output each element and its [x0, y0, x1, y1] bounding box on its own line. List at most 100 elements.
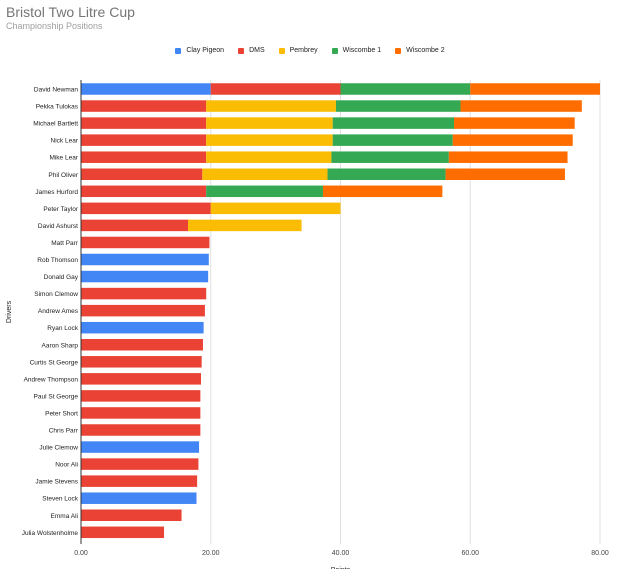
bar-clay-pigeon: [81, 83, 211, 95]
x-tick-label: 80.00: [591, 550, 609, 557]
bar-wiscombe-2: [460, 100, 582, 112]
y-tick-label: Julie Clemow: [39, 445, 78, 452]
legend-swatch: [175, 47, 182, 54]
legend-label: Wiscombe 2: [406, 47, 445, 54]
legend-swatch: [331, 47, 338, 54]
bar-wiscombe-1: [332, 134, 453, 146]
y-tick-label: Chris Parr: [49, 428, 79, 435]
bar-dms: [81, 151, 207, 163]
bar-clay-pigeon: [81, 270, 209, 283]
legend-label: DMS: [249, 47, 265, 54]
bar-pembrey: [210, 202, 341, 215]
bar-wiscombe-1: [332, 117, 455, 129]
bar-dms: [81, 373, 202, 385]
y-tick-label: Michael Bartlett: [33, 121, 78, 128]
chart-subtitle: Championship Positions: [6, 21, 103, 31]
bar-dms: [81, 390, 201, 402]
y-axis-title: Drivers: [6, 300, 13, 323]
y-tick-label: David Newman: [34, 87, 78, 94]
bar-wiscombe-2: [452, 134, 573, 146]
y-tick-label: Andrew Thompson: [24, 376, 79, 383]
y-tick-label: Paul St George: [34, 393, 79, 400]
legend-label: Wiscombe 1: [342, 47, 382, 54]
bar-dms: [81, 202, 211, 215]
bar-pembrey: [206, 134, 333, 146]
y-tick-label: Andrew Ames: [38, 308, 79, 315]
bar-clay-pigeon: [81, 492, 197, 504]
bar-dms: [81, 407, 201, 419]
bar-wiscombe-1: [206, 185, 323, 198]
bar-clay-pigeon: [81, 321, 204, 334]
legend-item-wiscombe-1[interactable]: Wiscombe 1: [331, 47, 382, 54]
bar-wiscombe-2: [470, 83, 600, 95]
y-tick-label: Emma Ali: [51, 513, 78, 520]
y-tick-label: Curtis St George: [30, 359, 79, 366]
bar-dms: [81, 219, 189, 232]
bar-clay-pigeon: [81, 253, 209, 266]
y-tick-label: Donald Gay: [44, 274, 79, 281]
x-axis-title: Points: [331, 567, 351, 569]
y-tick-label: Matt Parr: [51, 240, 79, 247]
bar-wiscombe-1: [331, 151, 449, 163]
legend-label: Clay Pigeon: [186, 47, 225, 54]
y-tick-label: Ryan Lock: [47, 325, 78, 332]
bar-wiscombe-1: [335, 100, 461, 112]
bar-clay-pigeon: [81, 441, 200, 453]
bar-pembrey: [206, 100, 336, 112]
bar-pembrey: [188, 219, 302, 232]
bar-dms: [81, 117, 207, 129]
bar-pembrey: [202, 168, 328, 180]
bar-dms: [81, 339, 203, 351]
y-tick-label: Steven Lock: [42, 496, 79, 503]
bar-wiscombe-2: [448, 151, 568, 163]
bar-wiscombe-2: [322, 185, 443, 198]
x-tick-label: 40.00: [332, 550, 350, 557]
bar-dms: [81, 509, 182, 521]
y-tick-label: Peter Short: [45, 410, 78, 417]
bar-wiscombe-2: [445, 168, 565, 180]
y-tick-label: Pekka Tulokas: [36, 104, 79, 111]
legend-label: Pembrey: [289, 47, 318, 54]
legend-swatch: [278, 47, 285, 54]
legend-item-dms[interactable]: DMS: [238, 47, 265, 54]
x-tick-label: 60.00: [461, 550, 479, 557]
x-tick-label: 20.00: [202, 550, 220, 557]
bar-dms: [81, 458, 199, 470]
bar-dms: [81, 100, 207, 112]
bar-wiscombe-2: [454, 117, 575, 129]
y-tick-label: Jamie Stevens: [35, 479, 78, 486]
y-tick-label: Nick Lear: [51, 138, 79, 145]
bar-wiscombe-1: [327, 168, 446, 180]
bar-dms: [81, 526, 165, 539]
y-tick-label: Simon Clemow: [34, 291, 78, 298]
bar-dms: [81, 134, 207, 146]
legend-item-wiscombe-2[interactable]: Wiscombe 2: [395, 47, 445, 54]
legend-swatch: [238, 47, 245, 54]
bar-dms: [81, 304, 205, 317]
chart-title: Bristol Two Litre Cup: [6, 4, 135, 20]
bar-wiscombe-1: [340, 83, 471, 95]
bar-dms: [210, 83, 341, 95]
y-tick-label: Mike Lear: [49, 155, 78, 162]
y-tick-label: James Hurford: [35, 189, 78, 196]
y-tick-label: Phil Oliver: [48, 172, 78, 179]
y-tick-label: David Ashurst: [38, 223, 78, 230]
chart-legend: Clay Pigeon DMS Pembrey Wiscombe 1 Wiscombe …: [0, 47, 620, 54]
y-tick-label: Aaron Sharp: [42, 342, 79, 349]
x-tick-label: 0.00: [74, 550, 88, 557]
y-tick-label: Rob Thomson: [37, 257, 78, 264]
bar-pembrey: [206, 117, 333, 129]
bar-dms: [81, 236, 210, 249]
bar-dms: [81, 475, 198, 487]
legend-item-pembrey[interactable]: Pembrey: [278, 47, 318, 54]
bar-dms: [81, 424, 201, 436]
y-tick-label: Noor Ali: [55, 462, 78, 469]
legend-item-clay-pigeon[interactable]: Clay Pigeon: [175, 47, 224, 54]
y-tick-label: Julia Wolstenholme: [22, 530, 79, 537]
bar-pembrey: [206, 151, 332, 163]
bar-dms: [81, 287, 207, 300]
bar-dms: [81, 356, 202, 368]
legend-swatch: [395, 47, 402, 54]
bar-dms: [81, 168, 203, 180]
